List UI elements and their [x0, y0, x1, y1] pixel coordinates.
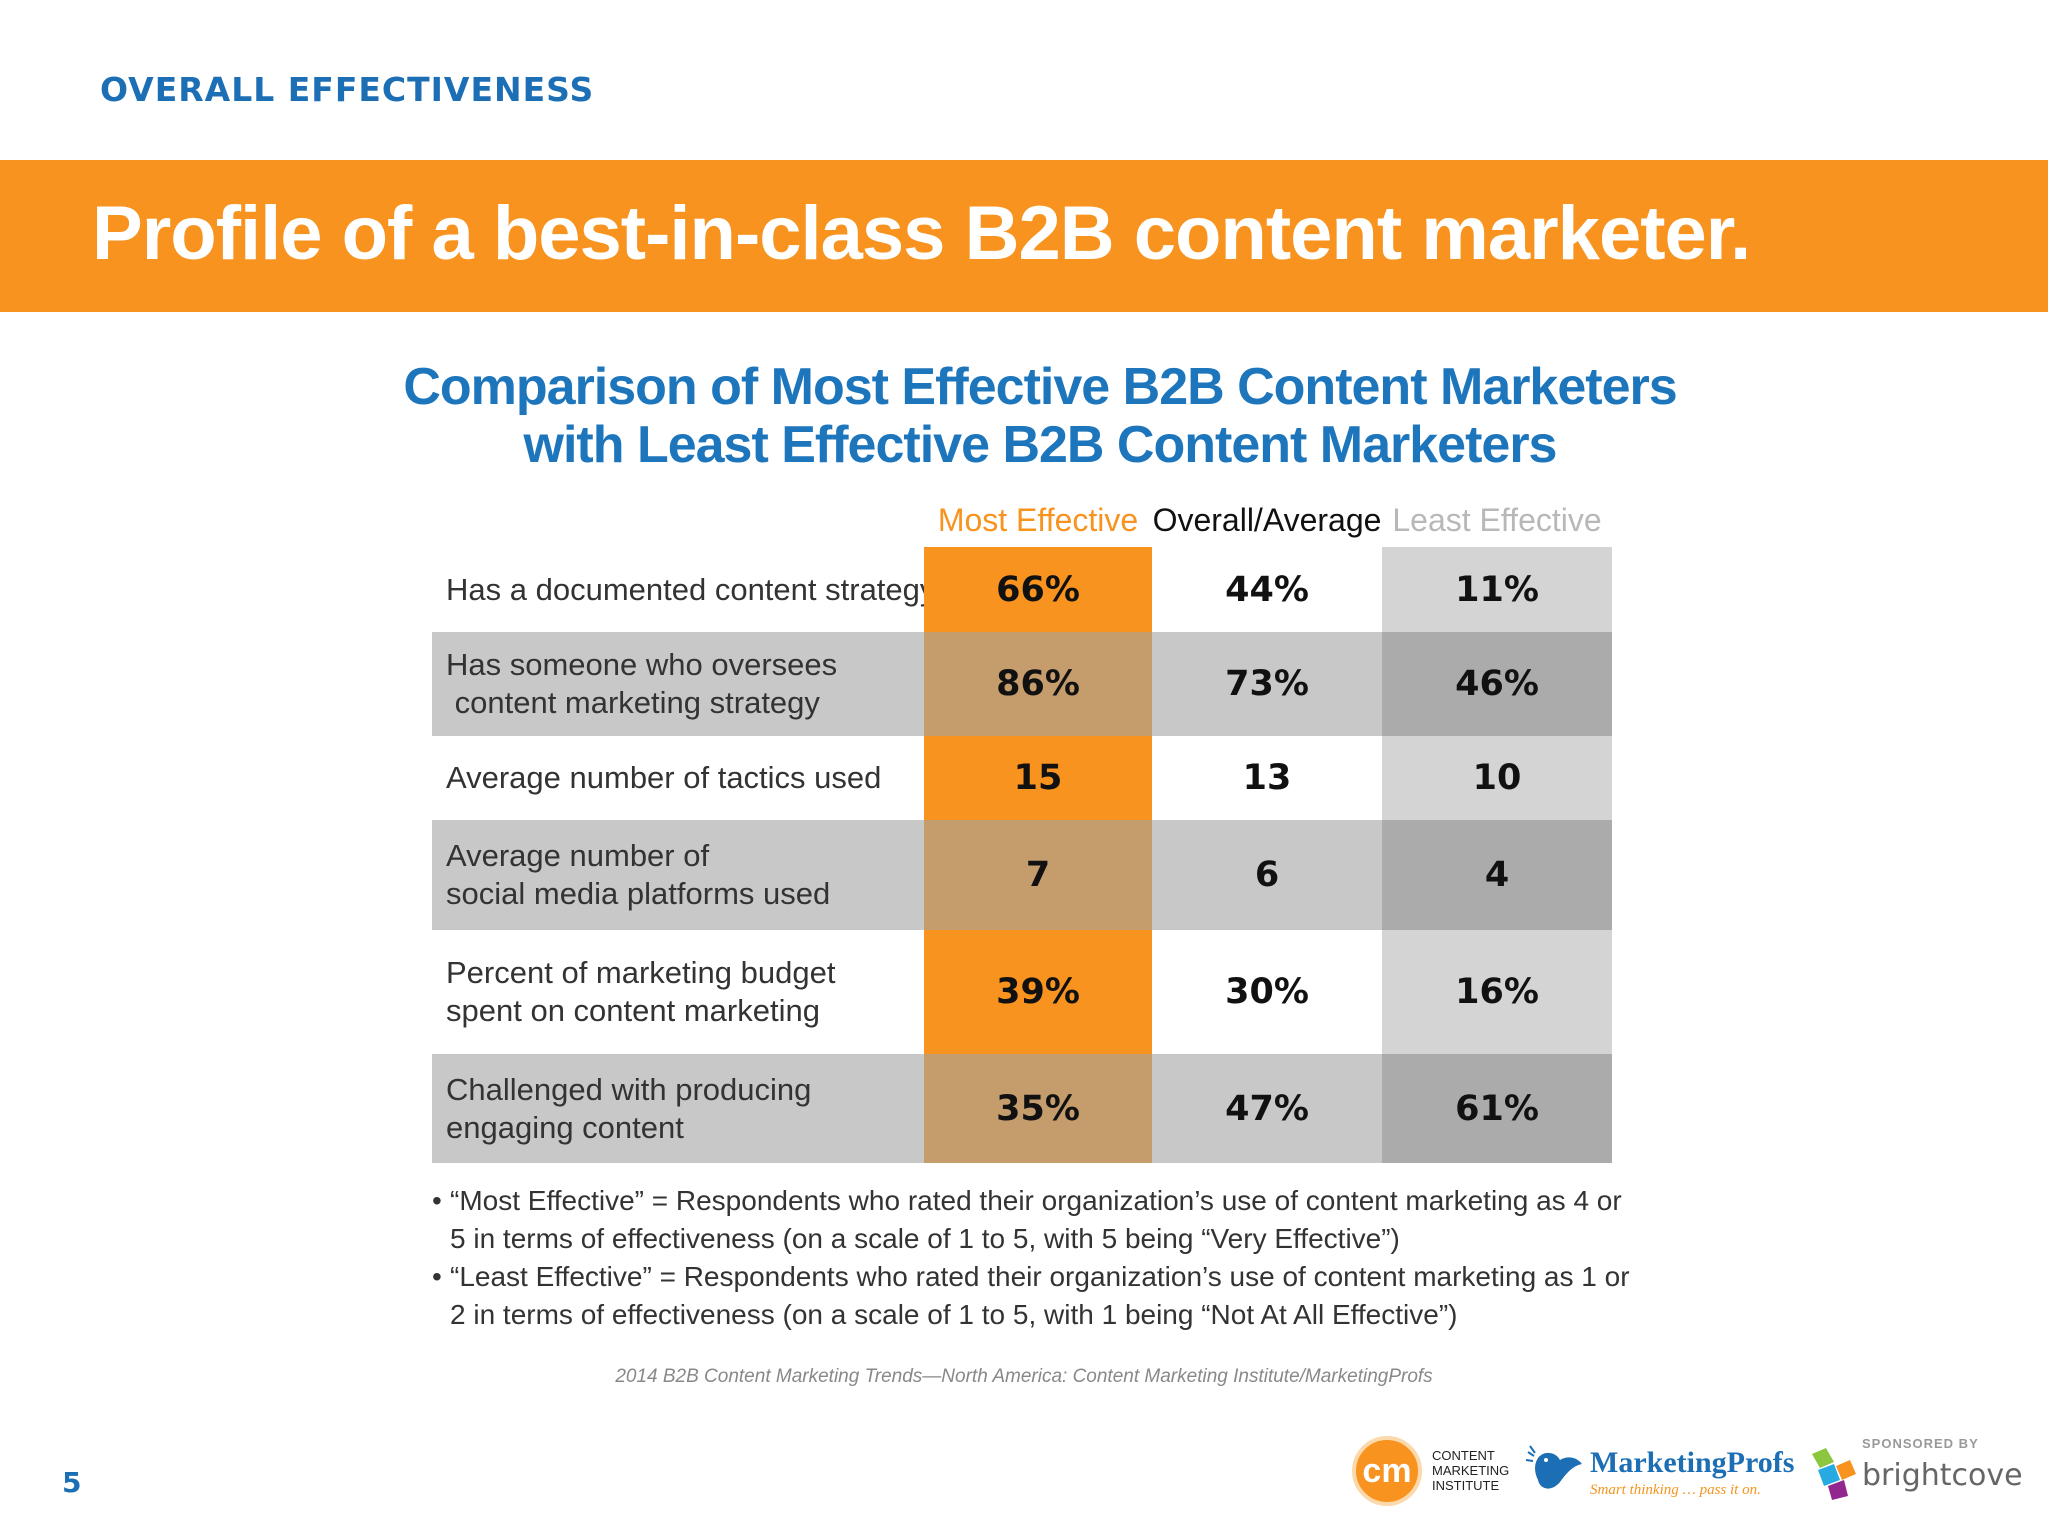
row-label-line: Challenged with producing — [446, 1071, 812, 1107]
table-row: Has someone who oversees content marketi… — [432, 632, 1612, 736]
section-label: OVERALL EFFECTIVENESS — [100, 70, 595, 109]
footnote-most-effective: • “Most Effective” = Respondents who rat… — [432, 1182, 1632, 1258]
overall-average-value: 47% — [1152, 1054, 1382, 1163]
least-effective-value: 10 — [1382, 736, 1612, 820]
cmi-line: CONTENT — [1432, 1448, 1495, 1463]
title-banner — [0, 160, 2048, 312]
marketingprofs-tagline: Smart thinking … pass it on. — [1590, 1482, 1761, 1498]
table-row: Has a documented content strategy 66% 44% 1… — [432, 547, 1612, 632]
page-title: Profile of a best-in-class B2B content m… — [92, 191, 1751, 276]
table-row: Challenged with producing engaging conten… — [432, 1054, 1612, 1163]
row-label-line: Average number of tactics used — [446, 760, 882, 795]
column-header-overall-average: Overall/Average — [1152, 502, 1382, 538]
overall-average-value: 73% — [1152, 632, 1382, 736]
footnotes: • “Most Effective” = Respondents who rat… — [432, 1182, 1632, 1334]
most-effective-value: 39% — [924, 930, 1152, 1054]
bullet: • — [432, 1185, 442, 1216]
sponsored-by-label: SPONSORED BY — [1862, 1436, 1979, 1451]
most-effective-value: 35% — [924, 1054, 1152, 1163]
least-effective-value: 61% — [1382, 1054, 1612, 1163]
marketingprofs-logo: MarketingProfs — [1590, 1446, 1795, 1479]
table-row: Average number of tactics used 15 13 10 — [432, 736, 1612, 820]
overall-average-value: 30% — [1152, 930, 1382, 1054]
row-label-line: Has a documented content strategy — [446, 571, 936, 607]
cmi-logo: cm — [1352, 1436, 1422, 1506]
cmi-line: INSTITUTE — [1432, 1478, 1500, 1493]
row-label-line: Has someone who oversees — [446, 647, 838, 682]
most-effective-value: 86% — [924, 632, 1152, 736]
row-label: Has someone who oversees content marketi… — [432, 632, 924, 736]
overall-average-value: 13 — [1152, 736, 1382, 820]
row-label-text: Has a documented content strategy — [446, 571, 935, 609]
row-label: Has a documented content strategy — [432, 547, 935, 632]
footnote-text: “Most Effective” = Respondents who rated… — [450, 1185, 1622, 1254]
overall-average-value: 44% — [1152, 547, 1382, 632]
row-label: Percent of marketing budget spent on cont… — [432, 930, 924, 1054]
row-label-text: Has someone who oversees content marketi… — [446, 646, 837, 722]
row-label-text: Challenged with producing engaging conten… — [446, 1071, 811, 1147]
page-number: 5 — [62, 1466, 82, 1499]
row-label-text: Percent of marketing budget spent on cont… — [446, 954, 835, 1030]
comparison-table: Has a documented content strategy 66% 44% 1… — [432, 547, 1612, 1163]
least-effective-value: 4 — [1382, 820, 1612, 930]
row-label-line: content marketing strategy — [446, 685, 820, 720]
cmi-initials: cm — [1362, 1451, 1412, 1490]
least-effective-value: 46% — [1382, 632, 1612, 736]
row-label-line: social media platforms used — [446, 876, 831, 911]
row-label-line: engaging content — [446, 1109, 684, 1145]
column-header-least-effective: Least Effective — [1392, 502, 1602, 538]
table-row: Average number of social media platforms … — [432, 820, 1612, 930]
row-label-line: Percent of marketing budget — [446, 955, 836, 990]
chart-title-line2: with Least Effective B2B Content Markete… — [523, 416, 1558, 474]
marketingprofs-bird-icon — [1525, 1445, 1582, 1489]
cmi-wordmark: CONTENT MARKETING INSTITUTE — [1432, 1448, 1509, 1493]
column-header-most-effective: Most Effective — [937, 502, 1139, 538]
overall-average-value: 6 — [1152, 820, 1382, 930]
row-label: Average number of tactics used — [432, 736, 924, 820]
footnote-least-effective: • “Least Effective” = Respondents who ra… — [432, 1258, 1632, 1334]
footnote-text: “Least Effective” = Respondents who rate… — [450, 1261, 1630, 1330]
row-label-line: Average number of — [446, 838, 710, 873]
row-label: Challenged with producing engaging conten… — [432, 1054, 924, 1163]
most-effective-value: 66% — [924, 547, 1152, 632]
row-label: Average number of social media platforms … — [432, 820, 924, 930]
cmi-line: MARKETING — [1432, 1463, 1510, 1478]
most-effective-value: 15 — [924, 736, 1152, 820]
row-label-text: Average number of tactics used — [446, 759, 881, 797]
brightcove-logo: brightcove — [1862, 1458, 2023, 1493]
brightcove-icon — [1812, 1448, 1856, 1500]
row-label-text: Average number of social media platforms … — [446, 837, 830, 913]
row-label-line: spent on content marketing — [446, 993, 820, 1028]
least-effective-value: 16% — [1382, 930, 1612, 1054]
most-effective-value: 7 — [924, 820, 1152, 930]
table-row: Percent of marketing budget spent on cont… — [432, 930, 1612, 1054]
bullet: • — [432, 1261, 442, 1292]
least-effective-value: 11% — [1382, 547, 1612, 632]
chart-title-line1: Comparison of Most Effective B2B Content… — [403, 358, 1677, 416]
chart-title: Comparison of Most Effective B2B Content… — [360, 358, 1720, 474]
source-citation: 2014 B2B Content Marketing Trends—North … — [615, 1366, 1433, 1387]
